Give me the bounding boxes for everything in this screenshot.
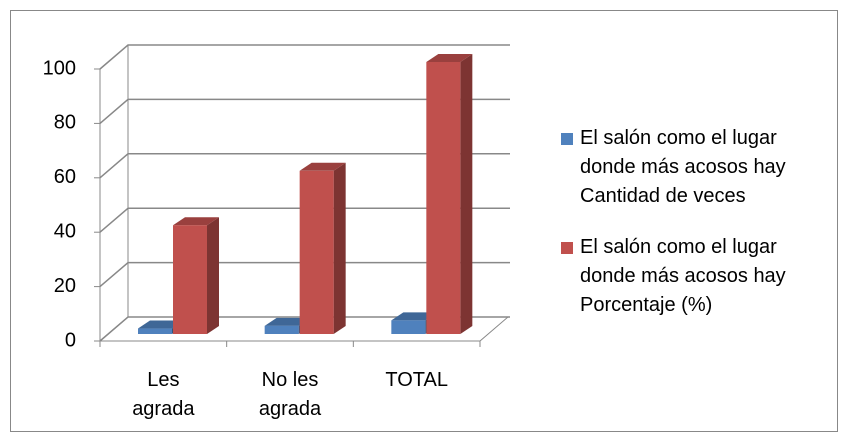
legend-swatch xyxy=(561,133,573,145)
bar-top xyxy=(173,217,219,226)
bar-top xyxy=(299,162,346,171)
bar xyxy=(426,62,461,334)
bar xyxy=(299,170,334,334)
bar-top xyxy=(391,312,438,321)
y-tick-label: 40 xyxy=(54,220,76,242)
x-tick-label: Les agrada xyxy=(132,369,195,420)
grid-line xyxy=(99,44,510,70)
grid-line xyxy=(99,261,510,288)
y-tick-label: 80 xyxy=(54,112,76,134)
bar-top xyxy=(264,317,311,326)
y-tick-label: 100 xyxy=(43,57,76,79)
legend-swatch xyxy=(561,242,573,254)
grid-line xyxy=(99,207,510,233)
bar-side xyxy=(207,217,219,334)
y-tick-label: 20 xyxy=(54,275,76,297)
bar-side xyxy=(460,54,473,334)
bar xyxy=(138,328,172,334)
legend-label: El salón como el lugar donde más acosos … xyxy=(580,236,786,316)
bar-top xyxy=(426,54,473,62)
x-tick-label: TOTAL xyxy=(385,369,448,391)
grid-line xyxy=(99,98,510,124)
bar xyxy=(391,320,426,334)
x-tick-label: No les agrada xyxy=(258,369,322,420)
y-tick-label: 0 xyxy=(65,329,76,351)
grid-line xyxy=(99,316,510,342)
bar xyxy=(173,225,207,334)
bar xyxy=(264,325,299,334)
bar-side xyxy=(333,162,346,334)
grid-line xyxy=(99,153,510,179)
bar-top xyxy=(138,320,184,329)
chart-frame xyxy=(10,10,838,432)
legend-label: El salón como el lugar donde más acosos … xyxy=(580,127,786,207)
y-tick-label: 60 xyxy=(54,166,76,188)
